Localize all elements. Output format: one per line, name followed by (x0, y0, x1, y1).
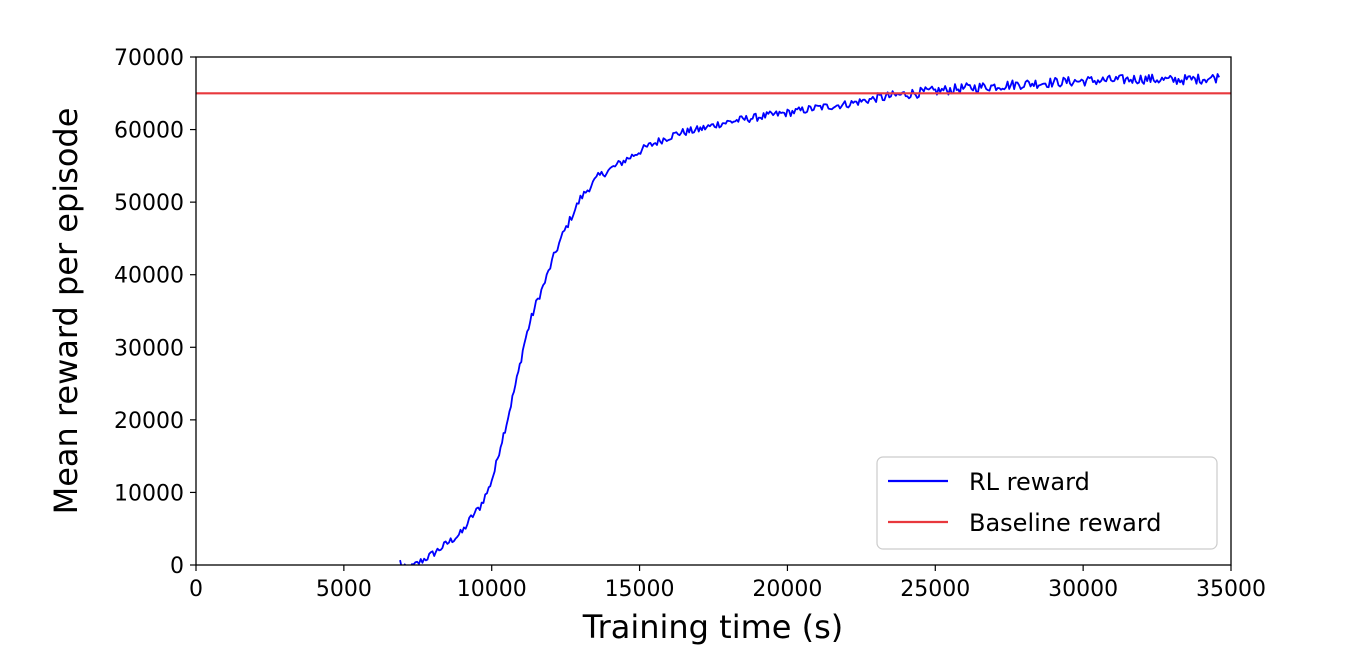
y-axis-label: Mean reward per episode (47, 108, 85, 515)
x-tick-label: 0 (189, 577, 203, 602)
y-tick-label: 0 (170, 554, 184, 579)
x-axis-label: Training time (s) (582, 608, 844, 646)
x-tick-label: 30000 (1048, 577, 1118, 602)
legend: RL reward Baseline reward (876, 456, 1218, 550)
axes-layer (195, 56, 1232, 566)
y-tick-label: 50000 (114, 191, 184, 216)
y-tick-label: 70000 (114, 46, 184, 71)
legend-label-rl-reward: RL reward (969, 468, 1090, 496)
series-layer (196, 73, 1231, 565)
y-tick-label: 20000 (114, 409, 184, 434)
y-tick-label: 10000 (114, 481, 184, 506)
x-tick-label: 25000 (900, 577, 970, 602)
y-tick-label: 30000 (114, 336, 184, 361)
x-tick-label: 20000 (752, 577, 822, 602)
ticks-layer: 0 5000 10000 15000 20000 25000 30000 35000 0 1000… (114, 46, 1266, 602)
x-tick-label: 10000 (457, 577, 527, 602)
y-tick-label: 60000 (114, 119, 184, 144)
legend-label-baseline-reward: Baseline reward (969, 509, 1162, 537)
series-line-rl-reward (399, 73, 1220, 565)
y-tick-label: 40000 (114, 264, 184, 289)
x-tick-label: 5000 (316, 577, 372, 602)
x-tick-label: 35000 (1196, 577, 1266, 602)
legend-box (876, 456, 1218, 550)
plot-frame (195, 56, 1232, 566)
x-tick-label: 15000 (605, 577, 675, 602)
